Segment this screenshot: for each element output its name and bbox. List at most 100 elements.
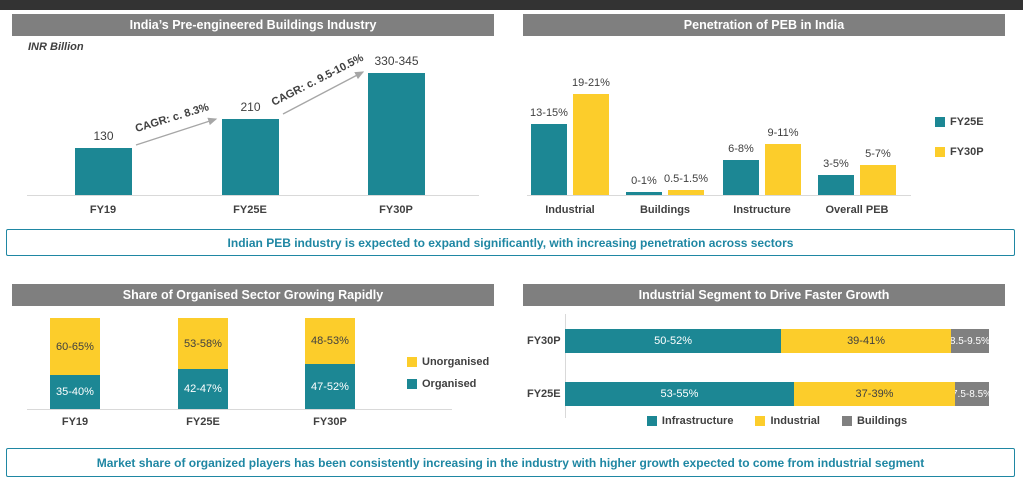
cagr-label-1: CAGR: c. 8.3% (134, 101, 211, 135)
x-tick-overall-peb: Overall PEB (825, 204, 889, 216)
cagr-label-2: CAGR: c. 9.5-10.5% (270, 52, 366, 109)
segment-label: 60-65% (56, 340, 94, 353)
legend-label: Industrial (770, 415, 820, 427)
segment-label: 8.5-9.5% (950, 335, 989, 347)
stacked-bar-fy19: 60-65% 35-40% (50, 318, 100, 409)
segment-buildings: 7.5-8.5% (955, 382, 989, 406)
key-message-bottom: Market share of organized players has be… (6, 448, 1015, 477)
bar (723, 160, 759, 195)
legend-segment-mix: Infrastructure Industrial Buildings (565, 415, 989, 427)
bar (818, 175, 854, 195)
bar (75, 148, 132, 195)
y-tick-fy30p: FY30P (527, 335, 561, 347)
bar (765, 144, 801, 195)
legend-swatch-teal-icon (646, 416, 657, 426)
bar-value-label: 210 (240, 100, 261, 114)
bar-value-label: 3-5% (823, 158, 849, 170)
segment-label: 53-55% (660, 388, 699, 400)
legend-label: Buildings (856, 415, 908, 427)
x-tick-industrial: Industrial (545, 204, 595, 216)
bar (860, 165, 896, 195)
x-tick-fy30p: FY30P (379, 204, 413, 216)
bar (626, 192, 662, 195)
panel-title-peb-industry: India’s Pre-engineered Buildings Industr… (12, 14, 494, 36)
segment-unorganised: 48-53% (305, 318, 355, 364)
bar (531, 124, 567, 195)
x-tick-fy19: FY19 (89, 204, 117, 216)
legend-swatch-teal-icon (407, 379, 417, 389)
legend-peb-penetration: FY25E FY30P (935, 116, 984, 158)
segment-organised: 42-47% (178, 369, 228, 409)
segment-label: 35-40% (56, 386, 94, 398)
legend-item-industrial: Industrial (755, 415, 820, 427)
legend-swatch-yellow-icon (755, 416, 766, 426)
legend-item-fy25e: FY25E (935, 116, 984, 128)
bar-value-label: 13-15% (530, 107, 568, 119)
segment-label: 47-52% (311, 380, 349, 393)
panel-organised-share: Share of Organised Sector Growing Rapidl… (12, 284, 494, 434)
cagr-arrow-1 (135, 117, 218, 146)
legend-label: FY30P (950, 146, 984, 158)
legend-swatch-teal-icon (935, 117, 945, 127)
segment-label: 53-58% (184, 337, 222, 350)
legend-label: FY25E (950, 116, 984, 128)
bar-value-label: 130 (93, 129, 114, 143)
segment-label: 50-52% (654, 335, 693, 347)
panel-segment-mix: Industrial Segment to Drive Faster Growt… (523, 284, 1005, 434)
panel-title-segment-mix: Industrial Segment to Drive Faster Growt… (523, 284, 1005, 306)
legend-item-infrastructure: Infrastructure (646, 415, 734, 427)
x-tick-fy19: FY19 (61, 416, 89, 428)
segment-label: 39-41% (847, 335, 885, 347)
segment-label: 7.5-8.5% (955, 388, 989, 400)
legend-label: Unorganised (422, 356, 490, 368)
legend-swatch-yellow-icon (935, 147, 945, 157)
segment-infrastructure: 53-55% (565, 382, 794, 406)
bar-value-label: 5-7% (865, 148, 891, 160)
bar-value-label: 0-1% (631, 175, 657, 187)
legend-label: Infrastructure (661, 415, 734, 427)
key-message-top: Indian PEB industry is expected to expan… (6, 229, 1015, 256)
panel-peb-penetration: Penetration of PEB in India 13-15% 19-21… (523, 14, 1005, 226)
stacked-bar-fy25e: 53-58% 42-47% (178, 318, 228, 409)
bar (222, 119, 279, 195)
segment-organised: 35-40% (50, 375, 100, 409)
legend-item-unorganised: Unorganised (407, 356, 489, 368)
x-tick-buildings: Buildings (639, 204, 691, 216)
legend-item-fy30p: FY30P (935, 146, 984, 158)
x-tick-instructure: Instructure (733, 204, 791, 216)
segment-unorganised: 60-65% (50, 318, 100, 375)
legend-swatch-gray-icon (841, 416, 852, 426)
stacked-bar-fy30p: 48-53% 47-52% (305, 318, 355, 409)
segment-industrial: 37-39% (793, 382, 956, 406)
panel-title-peb-penetration: Penetration of PEB in India (523, 14, 1005, 36)
bar (368, 73, 425, 195)
top-strip (0, 0, 1023, 10)
cagr-arrows: CAGR: c. 8.3% CAGR: c. 9.5-10.5% (134, 52, 366, 146)
segment-unorganised: 53-58% (178, 318, 228, 369)
segment-industrial: 39-41% (781, 329, 951, 353)
x-tick-fy25e: FY25E (186, 416, 220, 428)
bar-value-label: 0.5-1.5% (663, 173, 709, 185)
chart-peb-industry: 130 210 330-345 CAGR: c. 8.3% (27, 44, 479, 196)
panel-peb-industry: India’s Pre-engineered Buildings Industr… (12, 14, 494, 226)
legend-item-buildings: Buildings (841, 415, 908, 427)
segment-label: 42-47% (184, 383, 222, 395)
hbar-fy25e: 53-55% 37-39% 7.5-8.5% (565, 382, 989, 406)
chart-peb-penetration: 13-15% 19-21% 0-1% 0.5-1.5% 6-8% 9-11% (527, 44, 911, 196)
x-tick-fy30p: FY30P (313, 416, 347, 428)
cagr-arrow-2 (282, 71, 365, 115)
legend-swatch-yellow-icon (407, 357, 417, 367)
segment-organised: 47-52% (305, 364, 355, 409)
bar-value-label: 9-11% (767, 127, 799, 139)
segment-label: 37-39% (855, 388, 894, 400)
segment-buildings: 8.5-9.5% (950, 329, 989, 353)
bar (573, 94, 609, 195)
bar-value-label: 19-21% (572, 77, 610, 89)
y-tick-fy25e: FY25E (527, 388, 561, 400)
segment-label: 48-53% (311, 335, 349, 347)
legend-label: Organised (422, 378, 477, 390)
bar-value-label: 6-8% (728, 143, 754, 155)
unit-label: INR Billion (28, 41, 84, 53)
x-axis-line (27, 409, 452, 410)
